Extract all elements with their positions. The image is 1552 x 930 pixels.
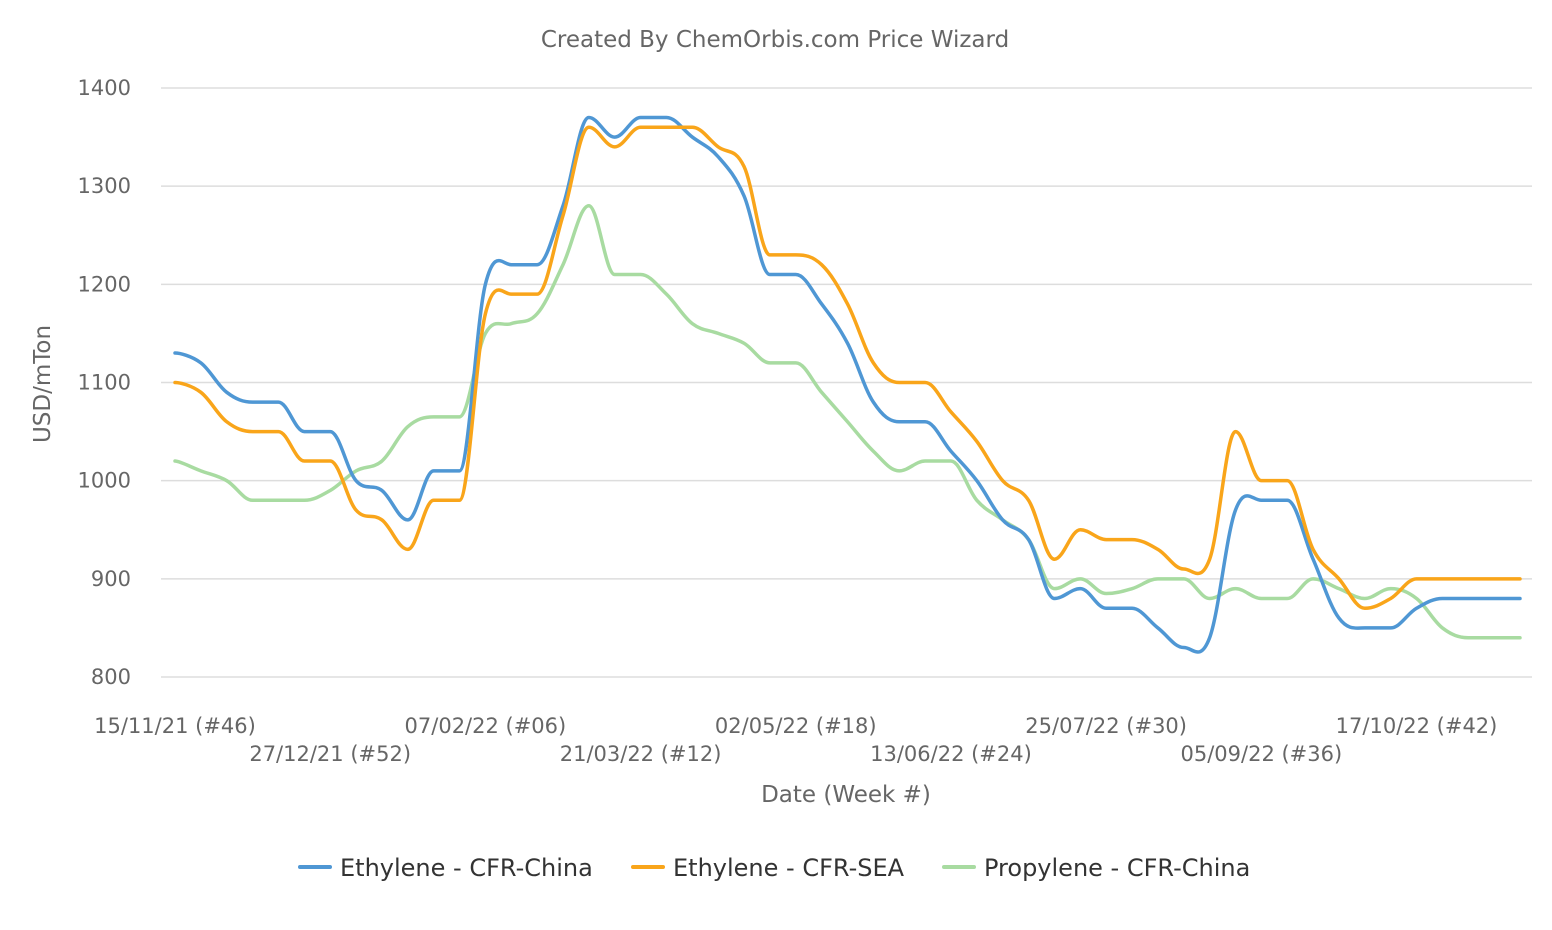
- x-tick-label: 05/09/22 (#36): [1180, 742, 1342, 766]
- y-axis-label: USD/mTon: [30, 325, 56, 443]
- legend-item-ethylene-cfr-china[interactable]: Ethylene - CFR-China: [298, 854, 593, 882]
- x-axis-label: Date (Week #): [761, 782, 931, 808]
- x-tick-label: 07/02/22 (#06): [405, 714, 567, 738]
- grid-lines: [161, 87, 1532, 678]
- series-line-ethylene-cfr-china: [173, 115, 1522, 654]
- series-line-propylene-cfr-china: [173, 204, 1522, 640]
- y-axis-ticks: 800 900 1000 1100 1200 1300 1400: [78, 76, 131, 689]
- legend-label: Ethylene - CFR-China: [340, 854, 593, 882]
- x-tick-label: 15/11/21 (#46): [94, 714, 256, 738]
- x-tick-label: 25/07/22 (#30): [1025, 714, 1187, 738]
- y-tick-label: 800: [91, 665, 131, 689]
- x-tick-label: 13/06/22 (#24): [870, 742, 1032, 766]
- legend-item-propylene-cfr-china[interactable]: Propylene - CFR-China: [942, 854, 1250, 882]
- y-tick-label: 1200: [78, 272, 131, 296]
- series-lines: [173, 115, 1522, 654]
- x-tick-label: 02/05/22 (#18): [715, 714, 877, 738]
- x-axis-ticks: 15/11/21 (#46) 27/12/21 (#52) 07/02/22 (#0…: [94, 714, 1497, 766]
- chart-title: Created By ChemOrbis.com Price Wizard: [541, 27, 1009, 53]
- x-tick-label: 21/03/22 (#12): [560, 742, 722, 766]
- x-tick-label: 17/10/22 (#42): [1336, 714, 1498, 738]
- y-tick-label: 1000: [78, 469, 131, 493]
- series-line-ethylene-cfr-sea: [173, 125, 1522, 611]
- legend-label: Ethylene - CFR-SEA: [673, 854, 905, 882]
- y-tick-label: 1300: [78, 174, 131, 198]
- y-tick-label: 1100: [78, 371, 131, 395]
- legend-item-ethylene-cfr-sea[interactable]: Ethylene - CFR-SEA: [631, 854, 905, 882]
- legend-label: Propylene - CFR-China: [984, 854, 1250, 882]
- y-tick-label: 900: [91, 567, 131, 591]
- x-tick-label: 27/12/21 (#52): [249, 742, 411, 766]
- legend[interactable]: Ethylene - CFR-China Ethylene - CFR-SEA Pr…: [298, 854, 1250, 882]
- y-tick-label: 1400: [78, 76, 131, 100]
